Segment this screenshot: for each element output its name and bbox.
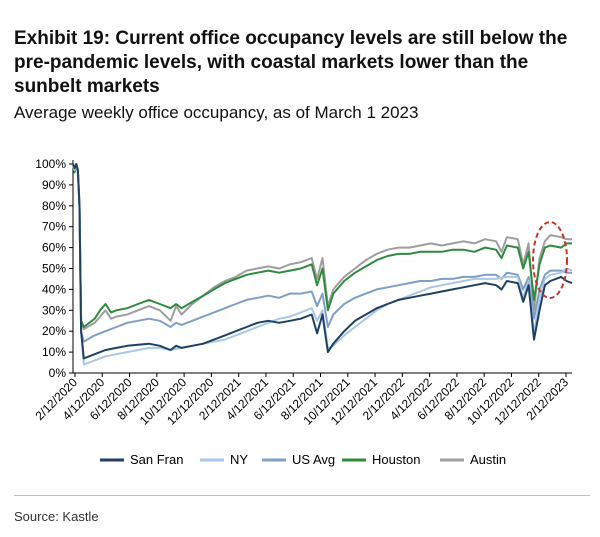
series-line-san-fran bbox=[72, 163, 573, 360]
y-tick-label: 20% bbox=[42, 324, 66, 338]
y-tick-label: 80% bbox=[42, 199, 66, 213]
dashed-red-ellipse bbox=[532, 221, 568, 299]
legend-label: NY bbox=[230, 452, 248, 467]
y-tick-label: 0% bbox=[49, 366, 67, 380]
series-line-us-avg bbox=[72, 163, 572, 343]
chart-title: Exhibit 19: Current office occupancy lev… bbox=[14, 28, 568, 97]
chart-subtitle: Average weekly office occupancy, as of M… bbox=[14, 103, 419, 122]
series-line-ny bbox=[72, 163, 573, 366]
line-chart: 0% 10% 20% 30% 40% 50% 60% 70% 80% 90% 100% 2/12/2… bbox=[32, 157, 573, 467]
highlight-ellipse bbox=[532, 221, 568, 299]
legend-label: San Fran bbox=[130, 452, 183, 467]
y-tick-label: 40% bbox=[42, 282, 66, 296]
y-tick-label: 100% bbox=[35, 157, 66, 171]
y-tick-label: 60% bbox=[42, 241, 66, 255]
series-lines bbox=[72, 163, 573, 366]
y-tick-label: 30% bbox=[42, 303, 66, 317]
series-line-austin bbox=[72, 163, 572, 331]
y-tick-label: 70% bbox=[42, 220, 66, 234]
series-line-houston bbox=[72, 163, 572, 328]
legend-label: US Avg bbox=[292, 452, 335, 467]
y-axis: 0% 10% 20% 30% 40% 50% 60% 70% 80% 90% 100% bbox=[35, 157, 74, 380]
source-note: Source: Kastle bbox=[14, 509, 99, 524]
x-axis: 2/12/20204/12/20206/12/20208/12/202010/1… bbox=[32, 372, 572, 428]
legend-label: Houston bbox=[372, 452, 420, 467]
y-tick-label: 50% bbox=[42, 262, 66, 276]
y-tick-label: 90% bbox=[42, 178, 66, 192]
y-tick-label: 10% bbox=[42, 345, 66, 359]
legend-label: Austin bbox=[470, 452, 506, 467]
legend: San Fran NY US Avg Houston Austin bbox=[100, 452, 506, 467]
divider bbox=[14, 495, 590, 496]
